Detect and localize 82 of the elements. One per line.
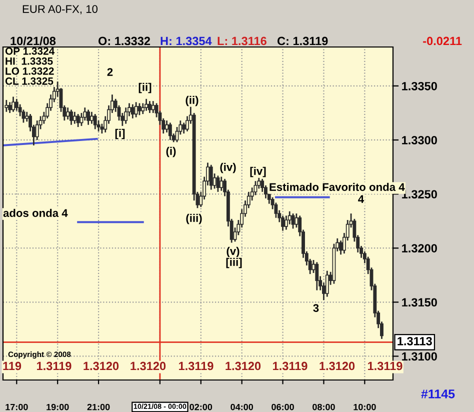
annotation: 1.3119 (179, 362, 214, 370)
candlestick (144, 98, 148, 112)
text: L: 1.3116 (218, 36, 266, 46)
text: 10/21/08 (10, 36, 56, 46)
y-tick-label: 1.3150 (402, 298, 437, 307)
y-tick-label: 1.3250 (402, 190, 437, 198)
candlestick (76, 113, 80, 128)
annotation: 1.3119 (37, 362, 72, 370)
candlestick (90, 111, 94, 124)
candlestick (66, 106, 70, 120)
candlestick (148, 100, 152, 114)
candlestick (93, 113, 97, 130)
candlestick (182, 122, 186, 134)
annotation: 4 (358, 195, 364, 203)
annotation: HI 1.3335 (6, 57, 53, 65)
annotation: 1.3120 (226, 362, 261, 370)
annotation: [ii] (138, 82, 152, 94)
annotation: 119 (3, 362, 22, 370)
text: H: 1.3354 (160, 36, 212, 46)
candlestick (281, 214, 285, 232)
x-tick-label: 08:00 (312, 404, 335, 410)
text: C: 1.3119 (277, 36, 328, 46)
text: -0.0211 (423, 36, 462, 46)
annotation: 1.3120 (130, 362, 166, 370)
candlestick (284, 214, 288, 230)
candlestick (325, 270, 329, 298)
candlestick (141, 102, 145, 115)
candlestick (134, 101, 138, 118)
candlestick (8, 101, 12, 114)
text: #1145 (421, 390, 455, 398)
annotation: ados onda 4 (3, 208, 68, 217)
annotation: (v) (226, 246, 240, 258)
candlestick (291, 212, 295, 230)
candlestick (165, 120, 168, 134)
candlestick (294, 212, 298, 228)
candlestick (151, 100, 155, 114)
annotation: (iv) (220, 162, 236, 174)
candlestick (100, 123, 104, 134)
candlestick (168, 122, 172, 141)
x-tick-label: 21:00 (87, 404, 110, 410)
annotation: 1.3120 (84, 362, 119, 370)
candlestick (274, 202, 278, 219)
annotation: 1.3120 (320, 362, 355, 370)
x-tick-label: 17:00 (6, 404, 28, 410)
candlestick (130, 104, 134, 120)
x-tick-label: 19:00 (46, 404, 69, 410)
annotation: 3 (313, 304, 319, 312)
candlestick (70, 109, 73, 126)
annotation: (iii) (186, 214, 202, 224)
y-tick-label: 1.3200 (402, 244, 437, 253)
annotation: (i) (166, 146, 176, 158)
candlestick (315, 261, 319, 291)
candlestick (288, 210, 292, 226)
annotation: 1.3119 (273, 362, 308, 370)
annotation: LO 1.3322 (6, 67, 54, 75)
x-tick-label: 02:00 (190, 404, 212, 410)
y-tick-label: 1.3300 (402, 136, 437, 144)
annotation: 1.3119 (368, 362, 402, 370)
candlestick (209, 164, 213, 190)
candlestick (216, 174, 220, 193)
ref-line-label: 1.3113 (398, 336, 432, 346)
annotation: [iii] (226, 258, 242, 268)
candlestick (72, 111, 76, 124)
annotation: [iv] (250, 166, 266, 178)
x-tick-label: 06:00 (272, 404, 294, 410)
candlestick (124, 106, 128, 124)
x-tick-label: 04:00 (230, 404, 254, 410)
candlestick (220, 176, 224, 192)
chart-title: EUR A0-FX, 10 (22, 5, 98, 14)
candlestick (86, 109, 90, 126)
annotation: 2 (107, 68, 113, 76)
x-tick-label: 10:00 (354, 404, 376, 410)
text: O: 1.3332 (98, 36, 150, 46)
y-tick-label: 1.3100 (402, 352, 437, 361)
y-tick-label: 1.3350 (402, 82, 437, 90)
annotation: Estimado Favorito onda 4 (270, 182, 405, 191)
candlestick (12, 96, 15, 113)
candlestick (339, 240, 343, 256)
annotation: CL 1.3325 (5, 77, 54, 85)
annotation: OP 1.3324 (5, 47, 55, 55)
annotation: (ii) (186, 96, 198, 106)
annotation: [i] (115, 128, 125, 140)
